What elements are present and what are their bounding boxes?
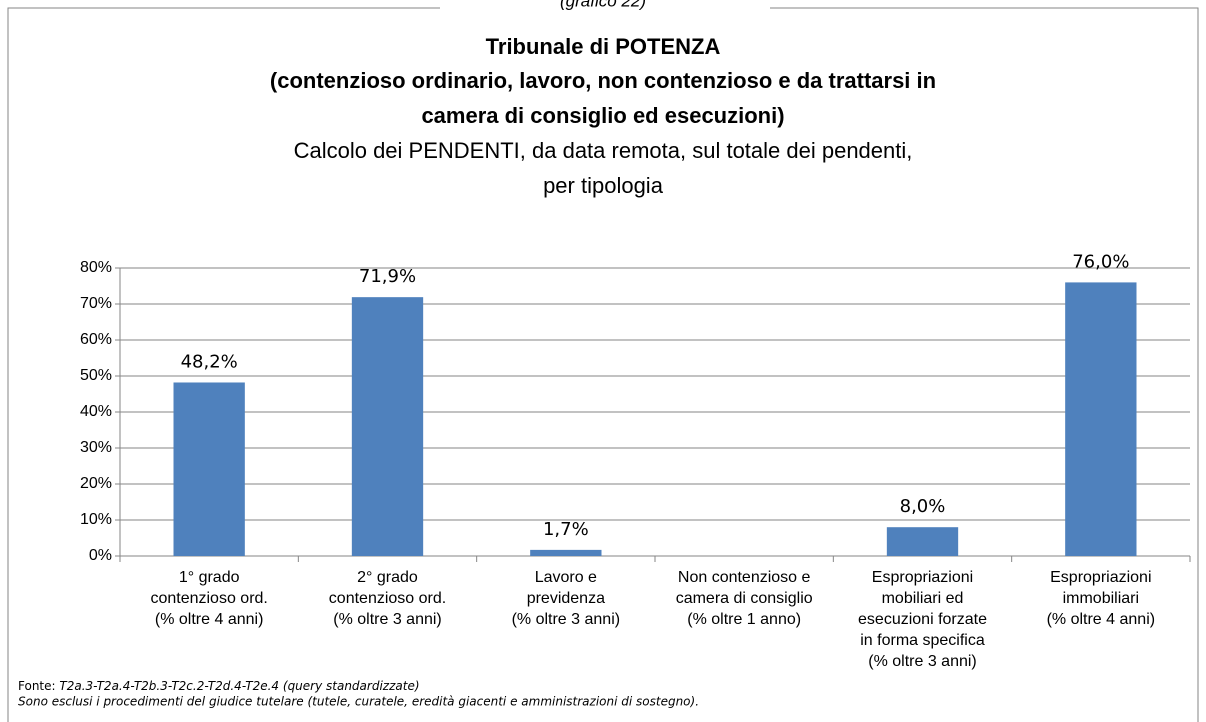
y-tick-label: 80% xyxy=(80,259,112,276)
y-tick-label: 30% xyxy=(80,439,112,456)
x-tick-label-line: Espropriazioni xyxy=(1050,569,1151,586)
chart-title: Tribunale di POTENZA xyxy=(486,34,721,59)
x-tick-label-line: (% oltre 1 anno) xyxy=(687,611,801,628)
y-tick-label: 70% xyxy=(80,295,112,312)
x-tick-label-line: (% oltre 3 anni) xyxy=(333,611,442,628)
caption: (grafico 22) xyxy=(560,0,646,10)
x-tick-label: 1° grado contenzioso ord. (% oltre 4 anni) xyxy=(150,569,267,628)
bar xyxy=(351,297,424,556)
chart-title: (contenzioso ordinario, lavoro, non cont… xyxy=(270,68,936,93)
x-tick-label: Espropriazioni immobiliari (% oltre 4 anni… xyxy=(1047,569,1156,628)
x-tick-label: Lavoro e previdenza (% oltre 3 anni) xyxy=(512,569,621,628)
y-tick-label: 10% xyxy=(80,511,112,528)
x-tick-label-line: immobiliari xyxy=(1063,590,1139,607)
chart-subtitle: per tipologia xyxy=(543,173,664,198)
x-tick-label-line: Non contenzioso e xyxy=(678,569,811,586)
x-tick-label-line: (% oltre 4 anni) xyxy=(155,611,264,628)
x-tick-label-line: in forma specifica xyxy=(860,632,985,649)
x-tick-label-line: esecuzioni forzate xyxy=(858,611,987,628)
x-tick-label-line: (% oltre 3 anni) xyxy=(868,653,977,670)
bar xyxy=(530,549,602,556)
y-tick-label: 40% xyxy=(80,403,112,420)
y-tick-label: 20% xyxy=(80,475,112,492)
data-label: 8,0% xyxy=(900,496,946,517)
x-tick-label-line: mobiliari ed xyxy=(882,590,964,607)
data-label: 76,0% xyxy=(1072,251,1129,272)
x-tick-label-line: previdenza xyxy=(527,590,605,607)
x-tick-label-line: (% oltre 4 anni) xyxy=(1047,611,1156,628)
bar xyxy=(886,527,959,556)
data-label: 1,7% xyxy=(543,519,589,540)
footer-note: Sono esclusi i procedimenti del giudice … xyxy=(18,695,699,709)
footer-prefix: Fonte: xyxy=(18,679,59,693)
footer-source-text: T2a.3-T2a.4-T2b.3-T2c.2-T2d.4-T2e.4 (que… xyxy=(59,679,419,693)
chart-subtitle: Calcolo dei PENDENTI, da data remota, su… xyxy=(294,138,913,163)
y-tick-label: 50% xyxy=(80,367,112,384)
x-tick-label: Espropriazioni mobiliari ed esecuzioni for… xyxy=(858,569,987,670)
x-tick-label-line: (% oltre 3 anni) xyxy=(512,611,621,628)
x-tick-label: Non contenzioso e camera di consiglio (% o… xyxy=(676,569,813,628)
chart-frame xyxy=(7,7,1199,722)
data-label: 71,9% xyxy=(359,266,416,287)
x-tick-label-line: contenzioso ord. xyxy=(329,590,446,607)
x-tick-label-line: Lavoro e xyxy=(535,569,597,586)
bar xyxy=(173,382,245,556)
data-label: 48,2% xyxy=(181,351,238,372)
footer-source: Fonte: T2a.3-T2a.4-T2b.3-T2c.2-T2d.4-T2e… xyxy=(18,679,420,693)
y-tick-label: 0% xyxy=(89,547,112,564)
y-tick-label: 60% xyxy=(80,331,112,348)
bar xyxy=(1065,282,1137,556)
caption-mask xyxy=(440,0,770,12)
x-tick-label-line: 2° grado xyxy=(357,569,418,586)
x-tick-label-line: contenzioso ord. xyxy=(150,590,267,607)
x-tick-label-line: camera di consiglio xyxy=(676,590,813,607)
x-tick-label-line: Espropriazioni xyxy=(872,569,973,586)
chart-title: camera di consiglio ed esecuzioni) xyxy=(421,103,784,128)
x-tick-label-line: 1° grado xyxy=(179,569,240,586)
x-tick-label: 2° grado contenzioso ord. (% oltre 3 anni) xyxy=(329,569,446,628)
